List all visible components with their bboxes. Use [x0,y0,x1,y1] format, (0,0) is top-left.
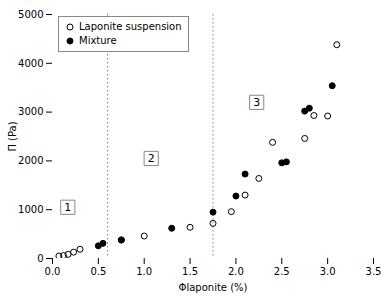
svg-text:1: 1 [64,201,71,214]
svg-text:1.5: 1.5 [182,266,198,277]
svg-text:2.0: 2.0 [228,266,244,277]
svg-text:2000: 2000 [18,155,43,166]
html-text:Mixture: Mixture [79,35,117,46]
svg-text:2.5: 2.5 [274,266,290,277]
svg-text:1000: 1000 [18,204,43,215]
svg-text:Π (Pa): Π (Pa) [7,121,18,151]
svg-text:3000: 3000 [18,106,43,117]
svg-text:1.0: 1.0 [136,266,152,277]
svg-text:5000: 5000 [18,9,43,20]
svg-text:Φlaponite (%): Φlaponite (%) [179,282,248,293]
svg-text:0.5: 0.5 [90,266,106,277]
svg-text:0.0: 0.0 [45,266,61,277]
svg-text:3.5: 3.5 [366,266,382,277]
svg-text:2: 2 [148,152,155,165]
html-text:Laponite suspension: Laponite suspension [79,21,182,32]
svg-text:0: 0 [37,253,43,264]
svg-text:3: 3 [253,96,260,109]
svg-text:3.0: 3.0 [320,266,336,277]
svg-text:4000: 4000 [18,58,43,69]
